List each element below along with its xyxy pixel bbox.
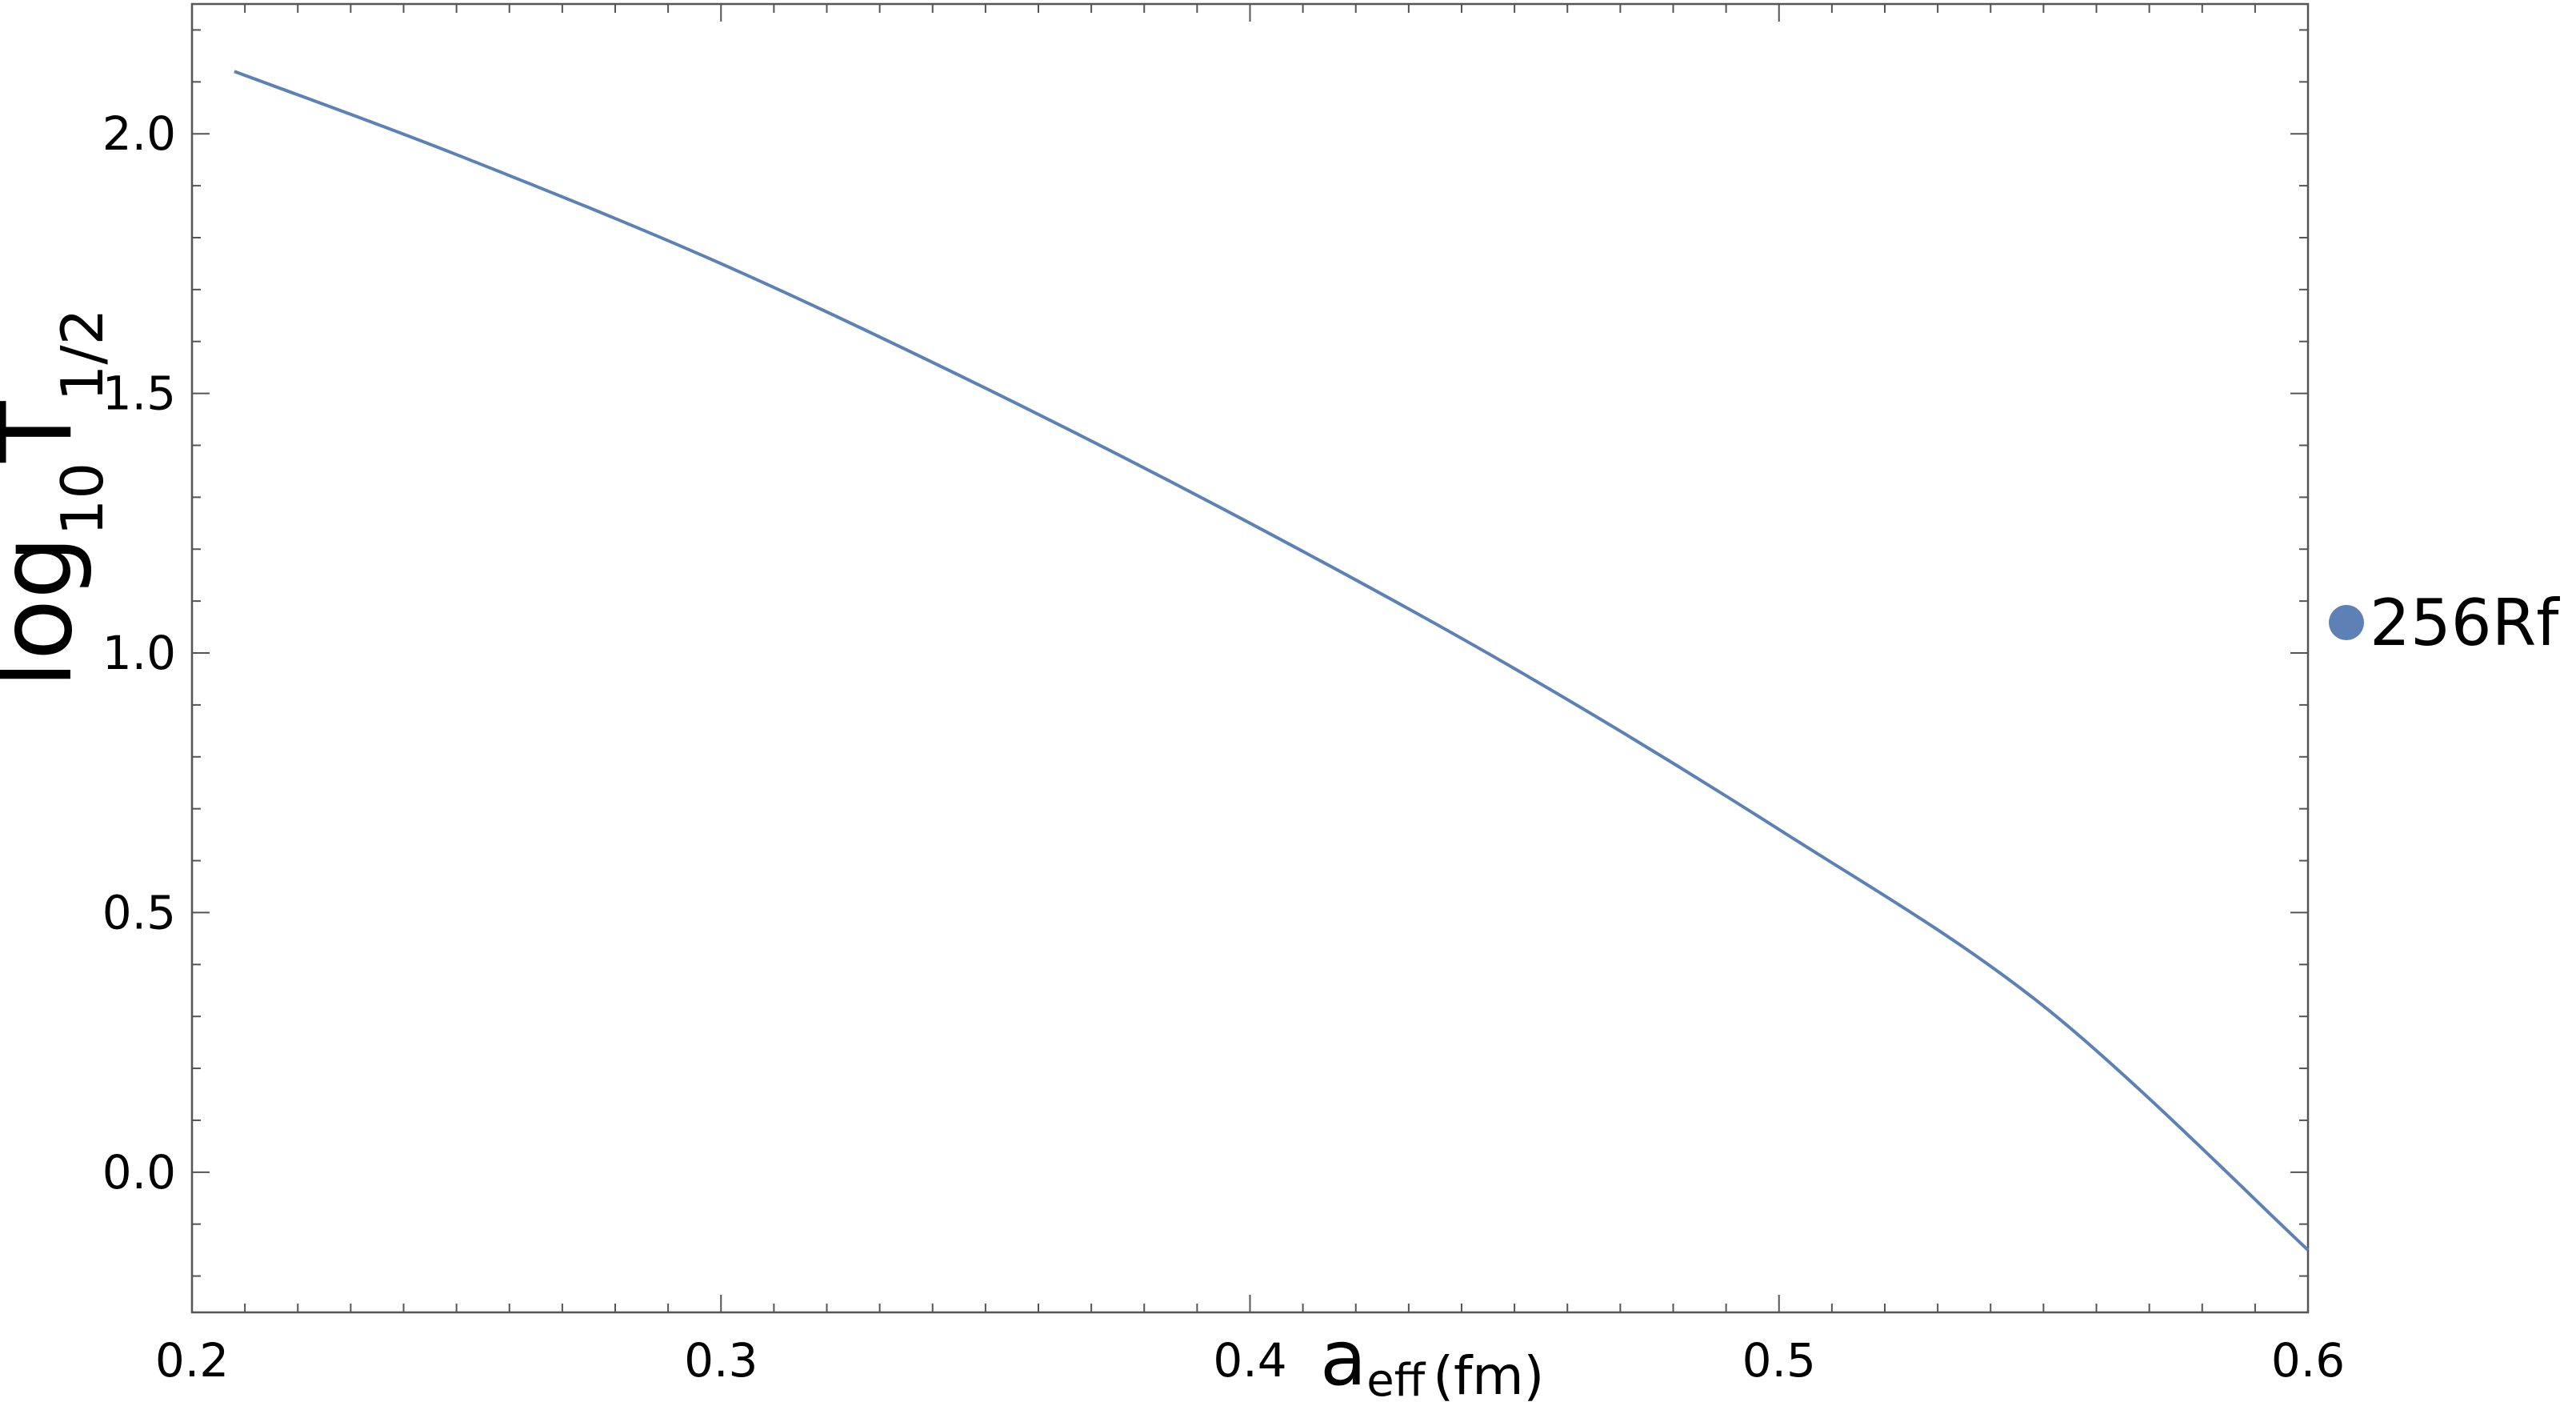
y-tick-label: 1.0	[102, 626, 176, 680]
y-axis-label-prefix-sub: 10	[49, 463, 116, 536]
x-tick-label: 0.4	[1213, 1333, 1286, 1388]
y-tick-label: 2.0	[102, 106, 176, 161]
x-tick-label: 0.5	[1742, 1333, 1816, 1388]
x-tick-label: 0.2	[155, 1333, 229, 1388]
x-tick-label: 0.6	[2271, 1333, 2345, 1388]
x-axis-label-suffix: (fm)	[1433, 1345, 1544, 1407]
y-tick-label: 0.5	[102, 885, 176, 939]
axis-ticks	[191, 4, 2309, 1312]
y-axis-label-prefix: log	[0, 535, 94, 688]
axis-tick-labels: 0.2 0.3 0.4 0.5 0.6 0.0 0.5 1.0 1.5 2.0	[102, 106, 2345, 1388]
x-axis-label-sub: eff	[1366, 1355, 1426, 1407]
y-axis-label-sub: 1/2	[49, 309, 116, 402]
x-axis-label: aeff (fm)	[1320, 1315, 1544, 1407]
x-axis-label-base: a	[1320, 1315, 1366, 1403]
legend: 256Rf	[2329, 586, 2560, 660]
y-tick-label: 1.5	[102, 367, 176, 421]
plot-frame	[190, 2, 2310, 1314]
y-axis-label: log10T1/2	[0, 309, 116, 688]
legend-label-256Rf: 256Rf	[2370, 586, 2560, 660]
legend-marker-256Rf	[2329, 605, 2364, 640]
series-line-256Rf	[234, 70, 2310, 1252]
y-tick-label: 0.0	[102, 1145, 176, 1200]
x-tick-label: 0.3	[684, 1333, 758, 1388]
y-axis-label-base: T	[0, 401, 94, 463]
